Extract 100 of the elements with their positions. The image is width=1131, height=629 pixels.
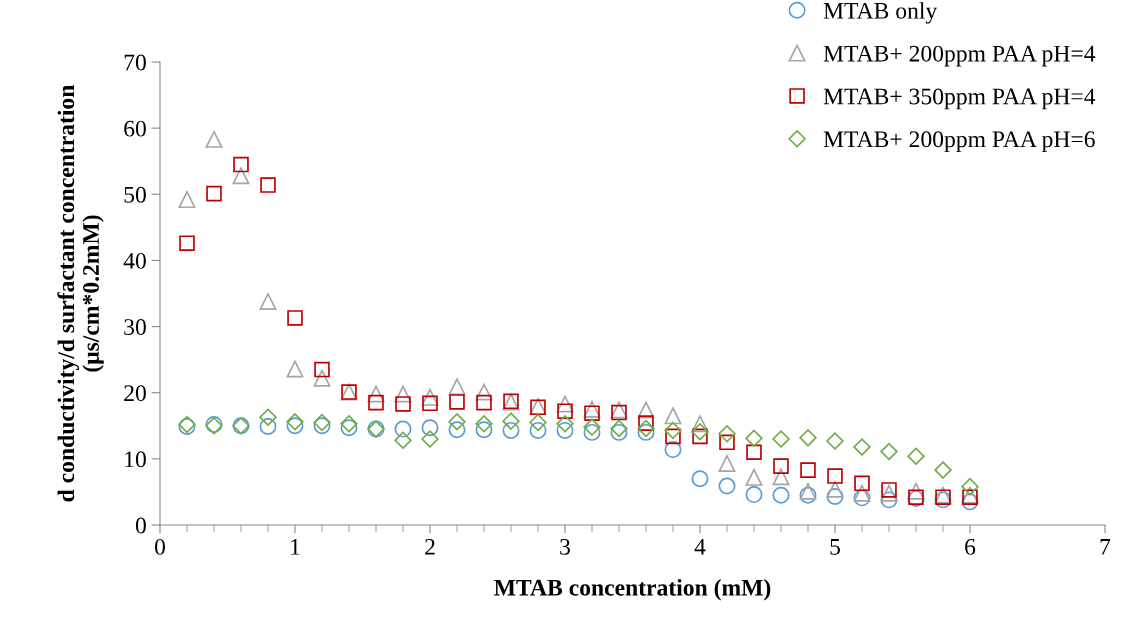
point [880, 484, 898, 502]
point [745, 486, 763, 504]
point [313, 417, 331, 435]
point [259, 417, 277, 435]
point [502, 412, 520, 430]
point [664, 441, 682, 459]
point [314, 361, 330, 378]
point [448, 421, 466, 439]
point [610, 419, 628, 438]
point [313, 369, 331, 387]
point [395, 396, 411, 412]
point [826, 432, 844, 450]
point [638, 415, 654, 431]
point [583, 418, 601, 436]
x-tick-label: 6 [965, 538, 976, 555]
y-axis-title: d conductivity/d surfactant concentration (μs/cm*0.2mM) [57, 84, 104, 502]
point [718, 477, 736, 495]
point [556, 421, 574, 439]
point [826, 488, 844, 506]
point [259, 292, 277, 310]
point [286, 417, 304, 435]
point [610, 423, 628, 441]
y-tick-label: 70 [124, 54, 146, 71]
y-tick-label: 20 [124, 385, 146, 402]
point [233, 156, 249, 173]
point [692, 428, 708, 445]
point [881, 482, 897, 498]
point [206, 185, 222, 202]
point [583, 423, 601, 441]
point [179, 235, 195, 252]
point [745, 468, 763, 486]
point [394, 431, 412, 450]
point [853, 438, 871, 456]
point [421, 388, 439, 406]
point [394, 385, 412, 403]
point [772, 430, 790, 448]
point [313, 413, 331, 432]
point [773, 458, 789, 474]
point [665, 428, 681, 445]
point [529, 421, 547, 439]
point [394, 420, 412, 438]
x-tick-label: 2 [425, 538, 435, 555]
legend-label: MTAB only [823, 2, 938, 24]
point [718, 455, 736, 472]
point [854, 475, 870, 492]
point [827, 468, 843, 484]
legend-label: MTAB+ 200ppm PAA pH=6 [823, 131, 1095, 153]
point [584, 405, 600, 421]
point [880, 491, 898, 509]
x-tick-label: 4 [694, 539, 706, 555]
point [799, 428, 817, 447]
point [800, 462, 816, 478]
point [286, 413, 304, 431]
point [934, 461, 952, 479]
point [340, 419, 358, 437]
point [853, 489, 871, 507]
point [448, 413, 466, 431]
point [745, 429, 763, 448]
point [637, 419, 655, 438]
x-tick-label: 1 [291, 538, 300, 555]
point [475, 415, 493, 433]
point [475, 421, 493, 439]
y-tick-label: 30 [124, 319, 146, 335]
point [583, 400, 601, 418]
point [367, 385, 385, 403]
point [637, 401, 655, 419]
point [232, 167, 250, 185]
point [557, 403, 573, 420]
point [718, 425, 736, 443]
point [502, 421, 520, 439]
point [421, 419, 439, 437]
point [826, 480, 844, 498]
point [529, 413, 547, 432]
point [178, 191, 196, 209]
point [556, 395, 574, 413]
legend-label: MTAB+ 350ppm PAA pH=4 [823, 88, 1096, 110]
y-tick-label: 50 [124, 186, 146, 203]
point [421, 430, 439, 448]
point [259, 408, 277, 426]
point [961, 477, 979, 496]
point [340, 415, 358, 433]
point [907, 447, 925, 465]
y-tick-label: 40 [123, 252, 146, 269]
point [556, 415, 574, 433]
point [664, 421, 682, 440]
point [476, 394, 492, 411]
legend-label: MTAB+ 200ppm PAA pH=4 [823, 45, 1096, 67]
point [422, 395, 438, 412]
point [746, 444, 762, 461]
y-tick-label: 10 [125, 451, 146, 468]
point [637, 423, 655, 441]
point [664, 407, 682, 425]
point [205, 130, 223, 148]
point [907, 482, 925, 500]
point [853, 484, 871, 502]
point [475, 383, 493, 401]
x-tick-label: 0 [155, 538, 165, 555]
point [772, 468, 790, 486]
x-axis-title: MTAB concentration (mM) [494, 579, 771, 601]
point [691, 415, 709, 433]
